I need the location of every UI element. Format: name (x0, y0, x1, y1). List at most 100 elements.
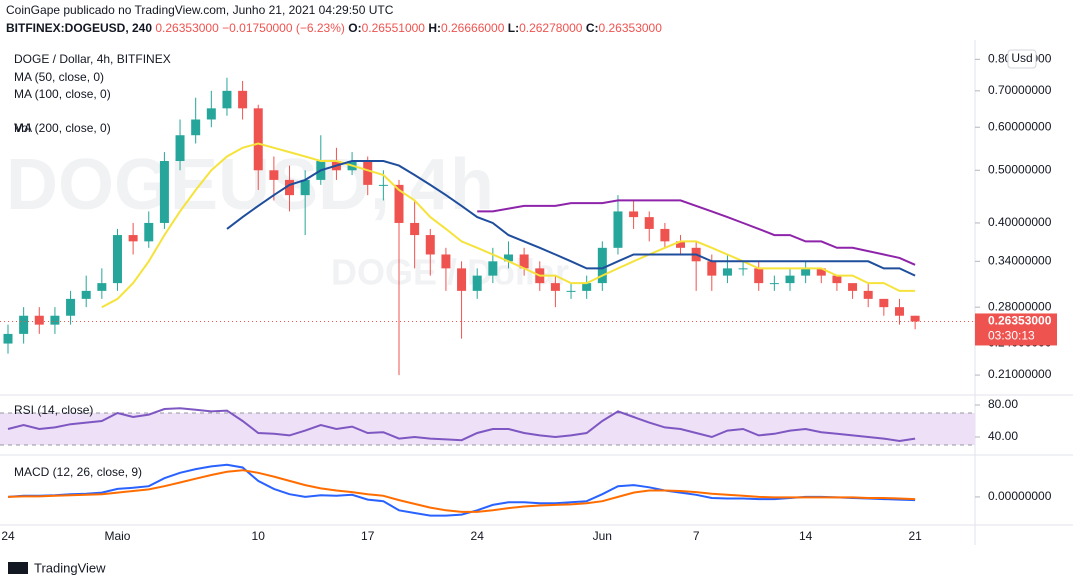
ohlc-key: C: (586, 21, 599, 35)
candle-body (441, 254, 451, 269)
x-tick-label: Jun (593, 529, 612, 543)
candle-body (722, 268, 732, 276)
x-tick-label: 17 (361, 529, 375, 543)
candle-body (550, 283, 560, 291)
candle-body (738, 268, 748, 270)
indicator-line (7, 463, 916, 517)
symbol: BITFINEX:DOGEUSD, 240 (6, 21, 152, 35)
candle-body (894, 307, 904, 316)
candle-body (582, 283, 592, 291)
candle-body (597, 247, 607, 284)
candle-body (3, 333, 13, 344)
y-tick-label: 80.00 (988, 397, 1018, 411)
ohlc-value: 0.26353000 (599, 21, 663, 35)
candle-body (175, 135, 185, 162)
candle-body (238, 90, 248, 109)
candle-body (910, 315, 920, 322)
y-tick-label: 40.00 (988, 429, 1018, 443)
countdown: 03:30:13 (988, 329, 1035, 343)
brand-logo (8, 562, 28, 574)
ohlc-key: L: (508, 21, 519, 35)
candle-body (816, 268, 826, 276)
y-tick-label: 0.50000000 (988, 162, 1052, 176)
currency-button[interactable] (1007, 49, 1037, 69)
indicator-line (7, 407, 916, 443)
candle-body (97, 283, 107, 291)
candle-body (457, 268, 467, 291)
candle-body (832, 275, 842, 284)
candle-body (425, 235, 435, 255)
candle-body (206, 108, 216, 120)
candle-body (410, 222, 420, 236)
candle-body (253, 108, 263, 171)
candle-body (629, 211, 639, 218)
candle-body (519, 254, 529, 269)
indicator-line (101, 142, 916, 309)
ohlc-value: 0.26278000 (519, 21, 583, 35)
pane-title: MACD (12, 26, close, 9) (14, 465, 142, 479)
x-tick-label: Maio (104, 529, 130, 543)
candle-body (144, 222, 154, 242)
candle-body (34, 315, 44, 325)
candle-body (769, 283, 779, 285)
candle-body (66, 298, 76, 316)
candle-body (285, 179, 295, 196)
candle-body (394, 184, 404, 223)
candle-body (363, 161, 373, 185)
x-tick-label: 10 (252, 529, 266, 543)
ohlc-value: 0.26666000 (441, 21, 505, 35)
candle-body (785, 275, 795, 284)
candle-body (300, 179, 310, 196)
y-tick-label: 0.34000000 (988, 253, 1052, 267)
indicator-line (7, 469, 916, 513)
pane-title: RSI (14, close) (14, 403, 93, 417)
y-tick-label: 0.60000000 (988, 119, 1052, 133)
legend-entry: MA (50, close, 0) (14, 70, 104, 84)
candle-body (644, 217, 654, 229)
x-tick-label: 24 (471, 529, 485, 543)
indicator-line (226, 160, 916, 277)
y-tick-label: 0.21000000 (988, 367, 1052, 381)
candle-body (863, 290, 873, 299)
candle-body (613, 211, 623, 248)
last: 0.26353000 (155, 21, 219, 35)
y-tick-label: 0.40000000 (988, 215, 1052, 229)
published: CoinGape publicado no TradingView.com, J… (6, 3, 394, 17)
last-price-box (975, 313, 1057, 346)
legend-entry: Vol (14, 121, 31, 135)
candle-body (488, 261, 498, 276)
y-tick-label: 0.00000000 (988, 489, 1052, 503)
pane-title: DOGE / Dollar, 4h, BITFINEX (14, 52, 171, 66)
candle-body (222, 90, 232, 109)
candle-body (879, 298, 889, 308)
change: −0.01750000 (−6.23%) (222, 21, 345, 35)
y-tick-label: 0.28000000 (988, 299, 1052, 313)
quote-line: BITFINEX:DOGEUSD, 240 0.26353000 −0.0175… (6, 21, 662, 35)
candle-body (112, 235, 122, 284)
candle-body (378, 184, 388, 186)
candle-body (159, 161, 169, 223)
candle-body (503, 254, 513, 262)
x-tick-label: 21 (908, 529, 922, 543)
legend-entry: MA (200, close, 0) (14, 121, 111, 135)
candle-body (19, 315, 29, 334)
x-tick-label: 7 (693, 529, 700, 543)
candle-body (128, 235, 138, 242)
ohlc-key: H: (428, 21, 441, 35)
x-tick-label: 14 (799, 529, 813, 543)
candle-body (848, 283, 858, 291)
candle-body (660, 228, 670, 242)
candle-body (707, 261, 717, 276)
indicator-line (477, 199, 916, 266)
ohlc-key: O: (348, 21, 361, 35)
candle-body (754, 268, 764, 284)
ohlc-value: 0.26551000 (362, 21, 426, 35)
legend-entry: MA (100, close, 0) (14, 87, 111, 101)
currency[interactable]: Usd (1011, 51, 1032, 65)
candle-body (472, 275, 482, 291)
candle-body (566, 290, 576, 292)
y-tick-label: 0.70000000 (988, 83, 1052, 97)
x-tick-label: 24 (1, 529, 15, 543)
